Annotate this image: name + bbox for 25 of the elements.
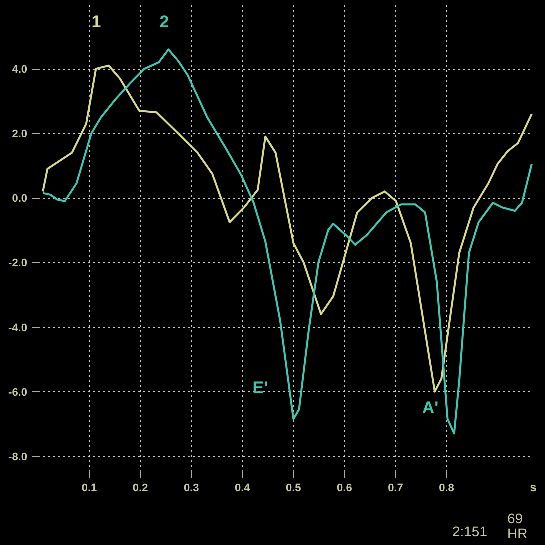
x-tick-label: 0.3 <box>184 482 200 494</box>
text: HR <box>508 526 528 542</box>
y-tick-label: 0.0 <box>12 193 28 206</box>
annotation: 2 <box>160 12 170 32</box>
x-tick-label: 0.2 <box>132 482 148 494</box>
line-series <box>42 64 533 393</box>
y-tick-label: -6.0 <box>8 386 28 399</box>
annotation: E' <box>252 378 268 398</box>
annotation: 1 <box>92 12 102 32</box>
y-tick-label: 2.0 <box>12 128 28 141</box>
text: 2:151 <box>452 524 488 540</box>
line-series <box>42 48 533 435</box>
annotation: A' <box>422 398 439 418</box>
x-tick-label: 0.5 <box>286 482 302 494</box>
x-tick-label: 0.6 <box>337 482 352 494</box>
x-tick-label: 0.1 <box>82 482 98 494</box>
text: 69 <box>508 510 524 526</box>
x-axis-title: s <box>530 480 538 494</box>
y-tick-label: -4.0 <box>8 322 28 334</box>
x-tick-label: 0.8 <box>439 482 454 494</box>
y-tick-label: 4.0 <box>12 64 28 76</box>
y-tick-label: -8.0 <box>8 451 28 464</box>
x-tick-label: 0.4 <box>234 482 252 494</box>
x-tick-label: 0.7 <box>388 482 404 494</box>
y-tick-label: -2.0 <box>8 258 28 270</box>
